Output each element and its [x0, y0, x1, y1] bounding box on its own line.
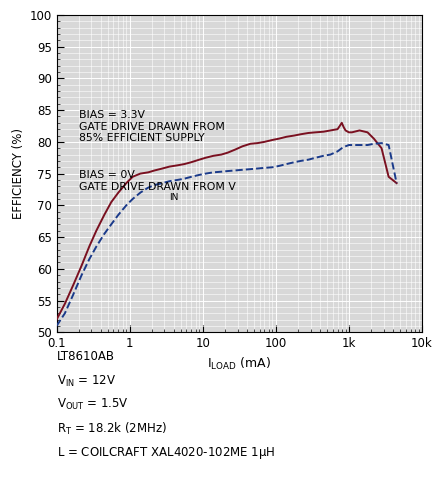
Text: 85% EFFICIENT SUPPLY: 85% EFFICIENT SUPPLY [79, 133, 204, 143]
Text: L = COILCRAFT XAL4020-102ME 1$\mathregular{\mu}$H: L = COILCRAFT XAL4020-102ME 1$\mathregul… [56, 445, 274, 461]
Text: V$_{\mathregular{IN}}$ = 12V: V$_{\mathregular{IN}}$ = 12V [56, 373, 115, 388]
Y-axis label: EFFICIENCY (%): EFFICIENCY (%) [12, 128, 25, 219]
Text: LT8610AB: LT8610AB [56, 350, 114, 363]
Text: V$_{\mathregular{OUT}}$ = 1.5V: V$_{\mathregular{OUT}}$ = 1.5V [56, 397, 128, 412]
Text: IN: IN [169, 192, 178, 202]
Text: R$_{\mathregular{T}}$ = 18.2k (2MHz): R$_{\mathregular{T}}$ = 18.2k (2MHz) [56, 421, 166, 437]
Text: GATE DRIVE DRAWN FROM V: GATE DRIVE DRAWN FROM V [79, 182, 235, 192]
Text: BIAS = 0V: BIAS = 0V [79, 171, 134, 181]
Text: GATE DRIVE DRAWN FROM: GATE DRIVE DRAWN FROM [79, 122, 224, 131]
X-axis label: I$_{\mathregular{LOAD}}$ (mA): I$_{\mathregular{LOAD}}$ (mA) [207, 356, 271, 372]
Text: BIAS = 3.3V: BIAS = 3.3V [79, 110, 144, 120]
